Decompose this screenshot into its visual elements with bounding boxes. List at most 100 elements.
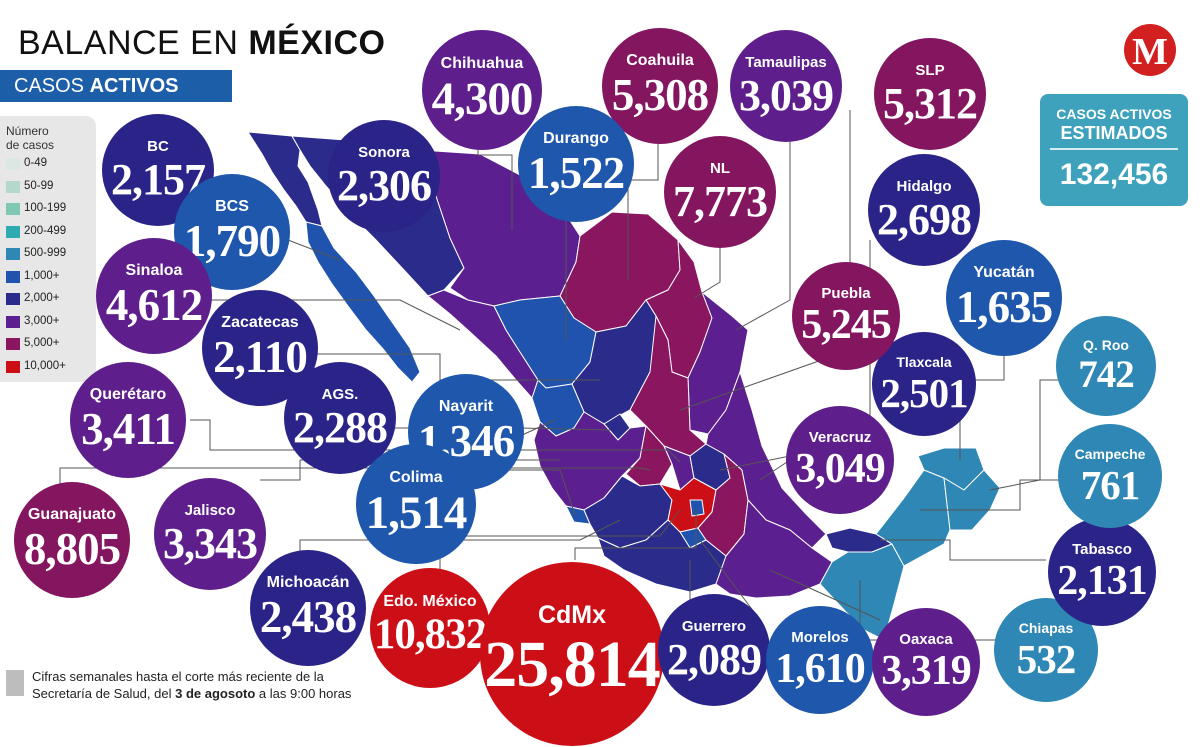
map-region-cdmx [689, 499, 705, 517]
state-bubble: Morelos 1,610 [766, 606, 874, 714]
state-name: NL [710, 160, 730, 177]
state-bubble: Tlaxcala 2,501 [872, 332, 976, 436]
state-name: SLP [915, 62, 945, 79]
state-bubble: Hidalgo 2,698 [868, 154, 980, 266]
subtitle-bar: CASOS ACTIVOS [0, 70, 232, 102]
legend: Número de casos 0-49 50-99 100-199 200-499 5… [0, 116, 96, 382]
state-value: 3,049 [795, 446, 886, 492]
state-value: 10,832 [373, 611, 487, 658]
state-name: Durango [543, 130, 609, 147]
leader-line-tamaulipas [735, 120, 791, 331]
leader-line-edomex [439, 509, 681, 590]
state-name: Puebla [821, 285, 871, 302]
state-value: 1,514 [365, 487, 468, 539]
state-bubble: Puebla 5,245 [792, 262, 900, 370]
state-value: 761 [1080, 462, 1141, 508]
state-name: Tamaulipas [745, 54, 827, 71]
subtitle-prefix: CASOS [14, 75, 85, 97]
state-value: 4,612 [105, 280, 203, 330]
state-bubble: Edo. México 10,832 [370, 568, 490, 688]
legend-title: Número de casos [6, 124, 54, 152]
legend-swatch [6, 225, 20, 238]
estimated-cases-badge: CASOS ACTIVOS ESTIMADOS 132,456 [1040, 94, 1188, 206]
leader-line-campeche [920, 479, 1066, 511]
legend-swatch [6, 293, 20, 305]
map-region-oaxaca [715, 499, 833, 599]
state-bubble: Oaxaca 3,319 [872, 608, 980, 716]
footnote-marker [6, 670, 24, 696]
legend-label: 2,000+ [24, 292, 60, 304]
state-name: Guanajuato [27, 506, 116, 523]
state-bubble: Durango 1,522 [518, 106, 634, 222]
leader-line-coahuila [627, 120, 659, 280]
state-value: 2,089 [667, 635, 762, 684]
state-name: Chiapas [1018, 620, 1074, 636]
footnote-line1: Cifras semanales hasta el corte más reci… [32, 669, 324, 684]
legend-label: 1,000+ [24, 269, 60, 282]
leader-line-cdmx [574, 510, 697, 560]
legend-swatch [6, 360, 20, 373]
state-name: Colima [389, 469, 443, 486]
map-region-veracruz [705, 371, 827, 549]
state-bubble: Tabasco 2,131 [1048, 518, 1156, 626]
state-value: 3,039 [739, 71, 834, 120]
state-name: BC [147, 138, 169, 155]
legend-swatch [6, 158, 20, 170]
legend-swatch [6, 203, 20, 215]
leader-line-tabasco [880, 539, 1046, 561]
estimated-value: 132,456 [1059, 158, 1169, 191]
state-name: Yucatán [973, 264, 1035, 281]
state-name: Veracruz [808, 429, 872, 446]
state-name: Querétaro [89, 386, 167, 403]
state-name: Oaxaca [899, 631, 953, 648]
state-name: Tlaxcala [896, 354, 952, 370]
legend-label: 0-49 [24, 157, 48, 169]
state-name: Coahuila [626, 52, 694, 69]
state-bubble: Colima 1,514 [356, 444, 476, 564]
state-name: Sinaloa [125, 262, 183, 279]
title-prefix: BALANCE EN [18, 24, 239, 62]
state-name: Tabasco [1072, 541, 1132, 558]
state-value: 4,300 [431, 73, 534, 125]
state-value: 8,805 [23, 524, 121, 574]
state-name: Zacatecas [221, 314, 299, 331]
map-region-chiapas [819, 543, 905, 641]
badge-divider [1050, 148, 1178, 150]
legend-swatch [6, 315, 20, 328]
state-bubble: Chiapas 532 [994, 598, 1098, 702]
map-region-guerrero [597, 519, 727, 593]
legend-title-line1: Número [6, 124, 49, 138]
state-value: 3,411 [81, 404, 176, 454]
legend-swatch [6, 338, 20, 350]
leader-line-bcs [287, 239, 341, 261]
state-bubble: Guanajuato 8,805 [14, 482, 130, 598]
subtitle-bold: ACTIVOS [89, 75, 179, 97]
state-name: Nayarit [438, 398, 494, 415]
state-value: 2,501 [880, 370, 968, 416]
legend-label: 5,000+ [24, 337, 60, 349]
milenio-logo: M [1124, 24, 1176, 76]
legend-swatch [6, 180, 20, 193]
state-bubble: Jalisco 3,343 [154, 478, 266, 590]
estimated-line2: ESTIMADOS [1060, 123, 1168, 143]
state-bubble: Q. Roo 742 [1056, 316, 1156, 416]
state-value: 7,773 [673, 177, 768, 226]
leader-line-queretaro [190, 419, 681, 463]
state-value: 2,438 [259, 592, 357, 642]
state-bubble: Guerrero 2,089 [658, 594, 770, 706]
state-value: 3,343 [163, 519, 258, 568]
state-bubble: Sinaloa 4,612 [96, 238, 212, 354]
footnote: Cifras semanales hasta el corte más reci… [32, 668, 351, 702]
state-value: 5,308 [611, 70, 709, 120]
state-name: Guerrero [681, 618, 747, 635]
state-name: Q. Roo [1083, 337, 1129, 353]
leader-line-zacatecas [300, 353, 600, 381]
footnote-line2a: Secretaría de Salud, del [32, 686, 172, 701]
state-bubble: Querétaro 3,411 [70, 362, 186, 478]
page-title: BALANCE EN MÉXICO [18, 24, 385, 63]
state-bubble: CdMx 25,814 [480, 562, 664, 746]
state-bubble: Yucatán 1,635 [946, 240, 1062, 356]
state-value: 1,610 [775, 646, 866, 692]
state-value: 532 [1016, 636, 1077, 682]
leader-line-nayarit [519, 419, 556, 437]
